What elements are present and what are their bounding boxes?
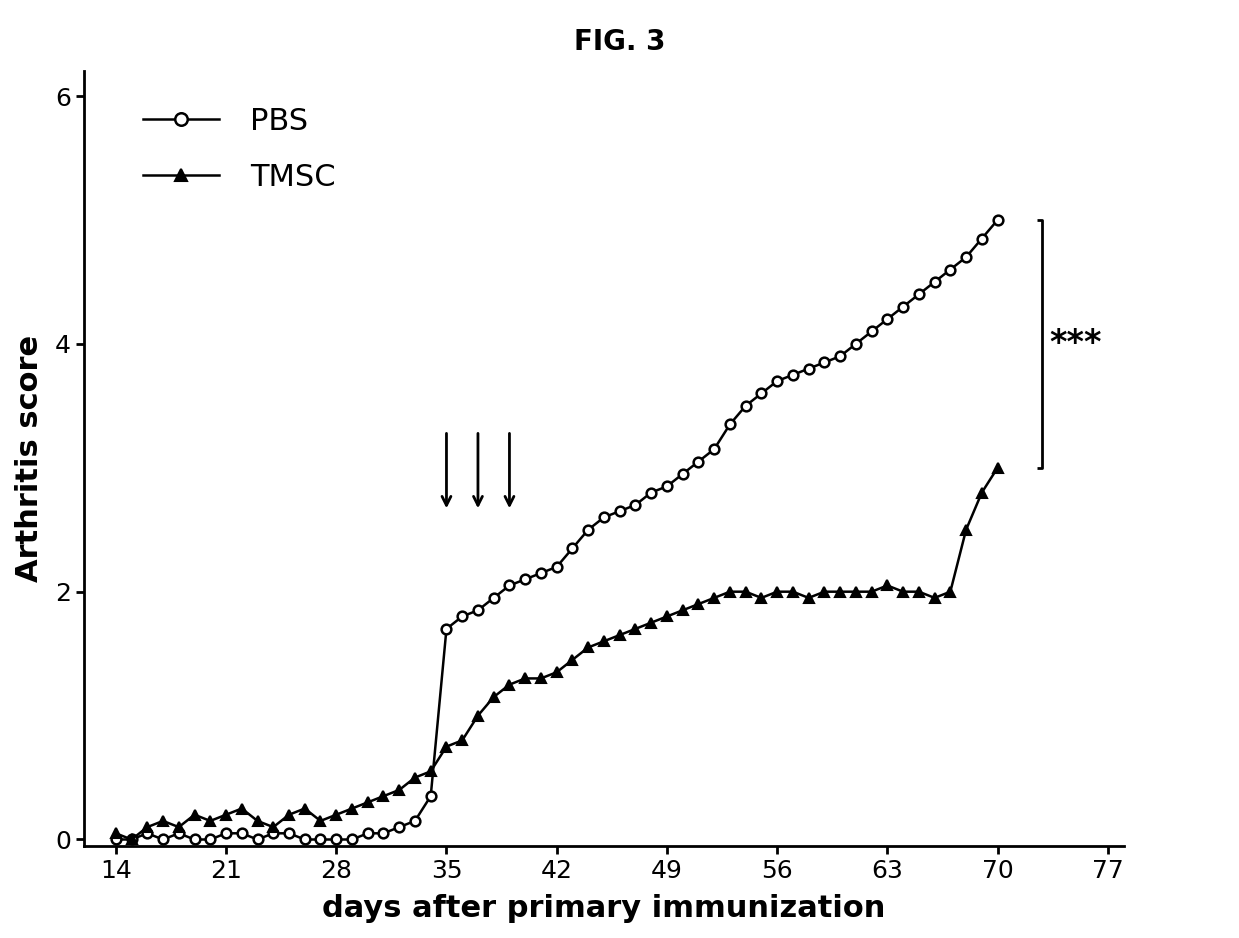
TMSC — [738, 586, 753, 598]
Line: PBS: PBS — [112, 215, 1002, 844]
X-axis label: days after primary immunization: days after primary immunization — [322, 894, 886, 923]
TMSC — [722, 586, 737, 598]
PBS — [706, 444, 721, 455]
TMSC — [171, 822, 186, 833]
PBS — [108, 834, 123, 845]
PBS — [990, 215, 1005, 226]
Text: ***: *** — [1049, 327, 1101, 360]
TMSC — [124, 834, 139, 845]
Y-axis label: Arthritis score: Arthritis score — [15, 335, 45, 582]
TMSC — [990, 462, 1005, 474]
PBS — [140, 827, 155, 839]
PBS — [156, 834, 171, 845]
TMSC — [108, 827, 123, 839]
TMSC — [361, 796, 375, 808]
TMSC — [502, 679, 517, 690]
TMSC — [156, 815, 171, 826]
Legend: PBS, TMSC: PBS, TMSC — [131, 95, 348, 204]
Text: FIG. 3: FIG. 3 — [574, 28, 665, 56]
PBS — [722, 418, 737, 430]
PBS — [486, 592, 501, 603]
PBS — [344, 834, 359, 845]
Line: TMSC: TMSC — [112, 463, 1002, 844]
